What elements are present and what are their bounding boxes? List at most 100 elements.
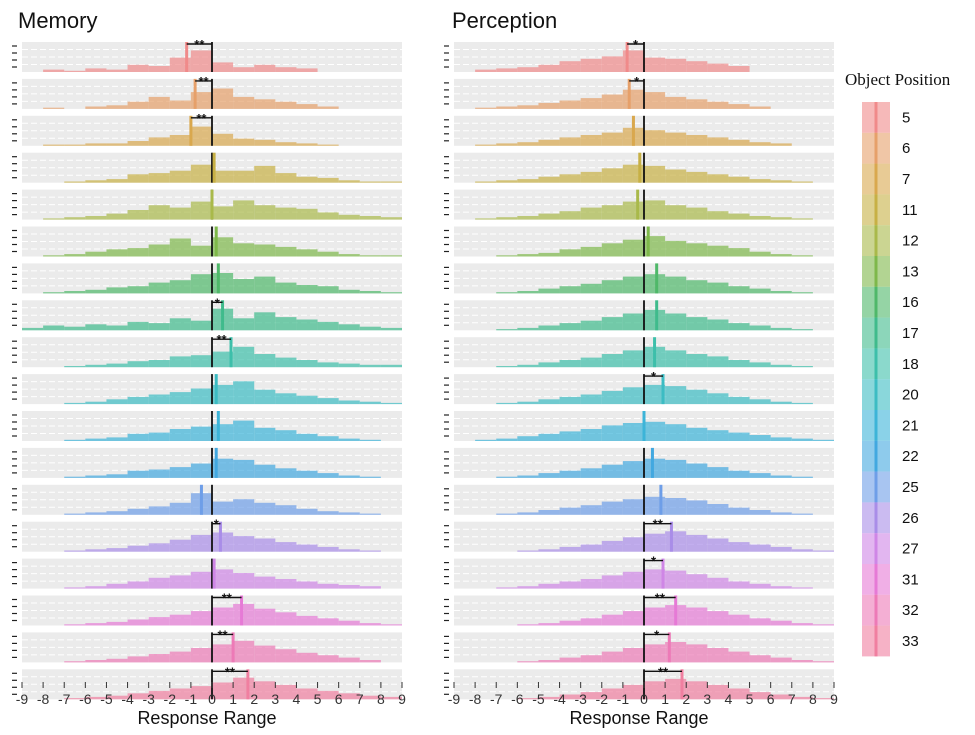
histogram-bar (749, 362, 771, 368)
histogram-bar (296, 360, 318, 368)
histogram-bar (644, 274, 666, 294)
histogram-bar (85, 549, 107, 552)
histogram-bar (106, 548, 128, 552)
histogram-bar (380, 364, 402, 368)
histogram-bar (64, 217, 86, 220)
legend-label: 12 (902, 233, 919, 250)
histogram-bar (212, 607, 234, 626)
histogram-bar (338, 289, 360, 294)
significance-label: * (651, 369, 657, 384)
histogram-bar (254, 312, 276, 331)
histogram-bar (106, 695, 128, 700)
histogram-bar (496, 180, 518, 183)
histogram-bar (359, 326, 381, 331)
histogram-bar (707, 467, 729, 478)
histogram-bar (686, 317, 708, 331)
histogram-bar (127, 361, 149, 368)
histogram-bar (127, 396, 149, 405)
histogram-bar (127, 433, 149, 441)
histogram-bar (622, 201, 644, 220)
histogram-bar (43, 69, 65, 72)
histogram-bar (728, 176, 750, 183)
histogram-bar (601, 205, 623, 220)
histogram-bar (517, 661, 539, 663)
histogram-bar (749, 325, 771, 331)
histogram-bar (338, 438, 360, 441)
legend-label: 7 (902, 171, 910, 188)
histogram-bar (317, 144, 339, 146)
histogram-bar (644, 130, 666, 146)
histogram-bar (665, 205, 687, 220)
histogram-bar (791, 513, 813, 515)
histogram-bar (601, 280, 623, 294)
histogram-bar (148, 543, 170, 552)
histogram-bar (601, 354, 623, 368)
histogram-bar (559, 286, 581, 294)
histogram-bar (296, 249, 318, 257)
histogram-bar (106, 437, 128, 441)
histogram-bar (317, 362, 339, 368)
histogram-bar (517, 586, 539, 589)
histogram-bar (169, 575, 191, 589)
histogram-bar (275, 357, 297, 368)
x-tick-label: -1 (617, 691, 630, 707)
histogram-bar (275, 684, 297, 700)
histogram-bar (538, 549, 560, 552)
perception-x-axis-label: Response Range (569, 708, 709, 728)
histogram-bar (644, 57, 666, 72)
histogram-bar (707, 538, 729, 552)
histogram-bar (127, 174, 149, 183)
histogram-bar (791, 660, 813, 663)
histogram-bar (686, 463, 708, 478)
histogram-bar (106, 511, 128, 515)
histogram-bar (43, 255, 65, 257)
histogram-bar (791, 549, 813, 552)
histogram-bar (190, 686, 212, 700)
histogram-bar (538, 510, 560, 515)
histogram-bar (644, 644, 666, 663)
histogram-bar (686, 681, 708, 700)
histogram-bar (538, 325, 560, 331)
histogram-bar (517, 327, 539, 331)
histogram-bar (212, 206, 234, 220)
x-tick-label: -7 (490, 691, 503, 707)
histogram-bar (749, 399, 771, 405)
histogram-bar (707, 393, 729, 405)
histogram-bar (791, 587, 813, 589)
histogram-bar (559, 396, 581, 405)
histogram-bar (254, 139, 276, 146)
memory-x-axis-label: Response Range (137, 708, 277, 728)
histogram-bar (580, 357, 602, 368)
histogram-bar (580, 579, 602, 589)
histogram-bar (496, 255, 518, 257)
histogram-bar (169, 356, 191, 368)
histogram-bar (496, 366, 518, 368)
histogram-bar (64, 624, 86, 626)
histogram-bar (127, 210, 149, 220)
histogram-bar (496, 106, 518, 109)
histogram-bar (665, 570, 687, 589)
histogram-bar (475, 181, 497, 183)
histogram-bar (127, 248, 149, 257)
histogram-bar (338, 693, 360, 700)
histogram-bar (580, 98, 602, 109)
histogram-bar (233, 318, 255, 331)
histogram-bar (475, 218, 497, 220)
histogram-bar (517, 67, 539, 72)
histogram-bar (686, 534, 708, 552)
x-tick-label: 0 (640, 691, 648, 707)
histogram-bar (233, 573, 255, 589)
x-tick-label: 9 (830, 691, 838, 707)
histogram-bar (538, 64, 560, 72)
histogram-bar (644, 569, 666, 589)
histogram-bar (359, 476, 381, 478)
x-tick-label: 8 (377, 691, 385, 707)
histogram-bar (559, 137, 581, 146)
histogram-bar (296, 208, 318, 220)
x-tick-label: -6 (511, 691, 524, 707)
histogram-bar (106, 621, 128, 626)
histogram-bar (317, 212, 339, 220)
histogram-bar (127, 101, 149, 109)
legend-label: 18 (902, 356, 919, 373)
